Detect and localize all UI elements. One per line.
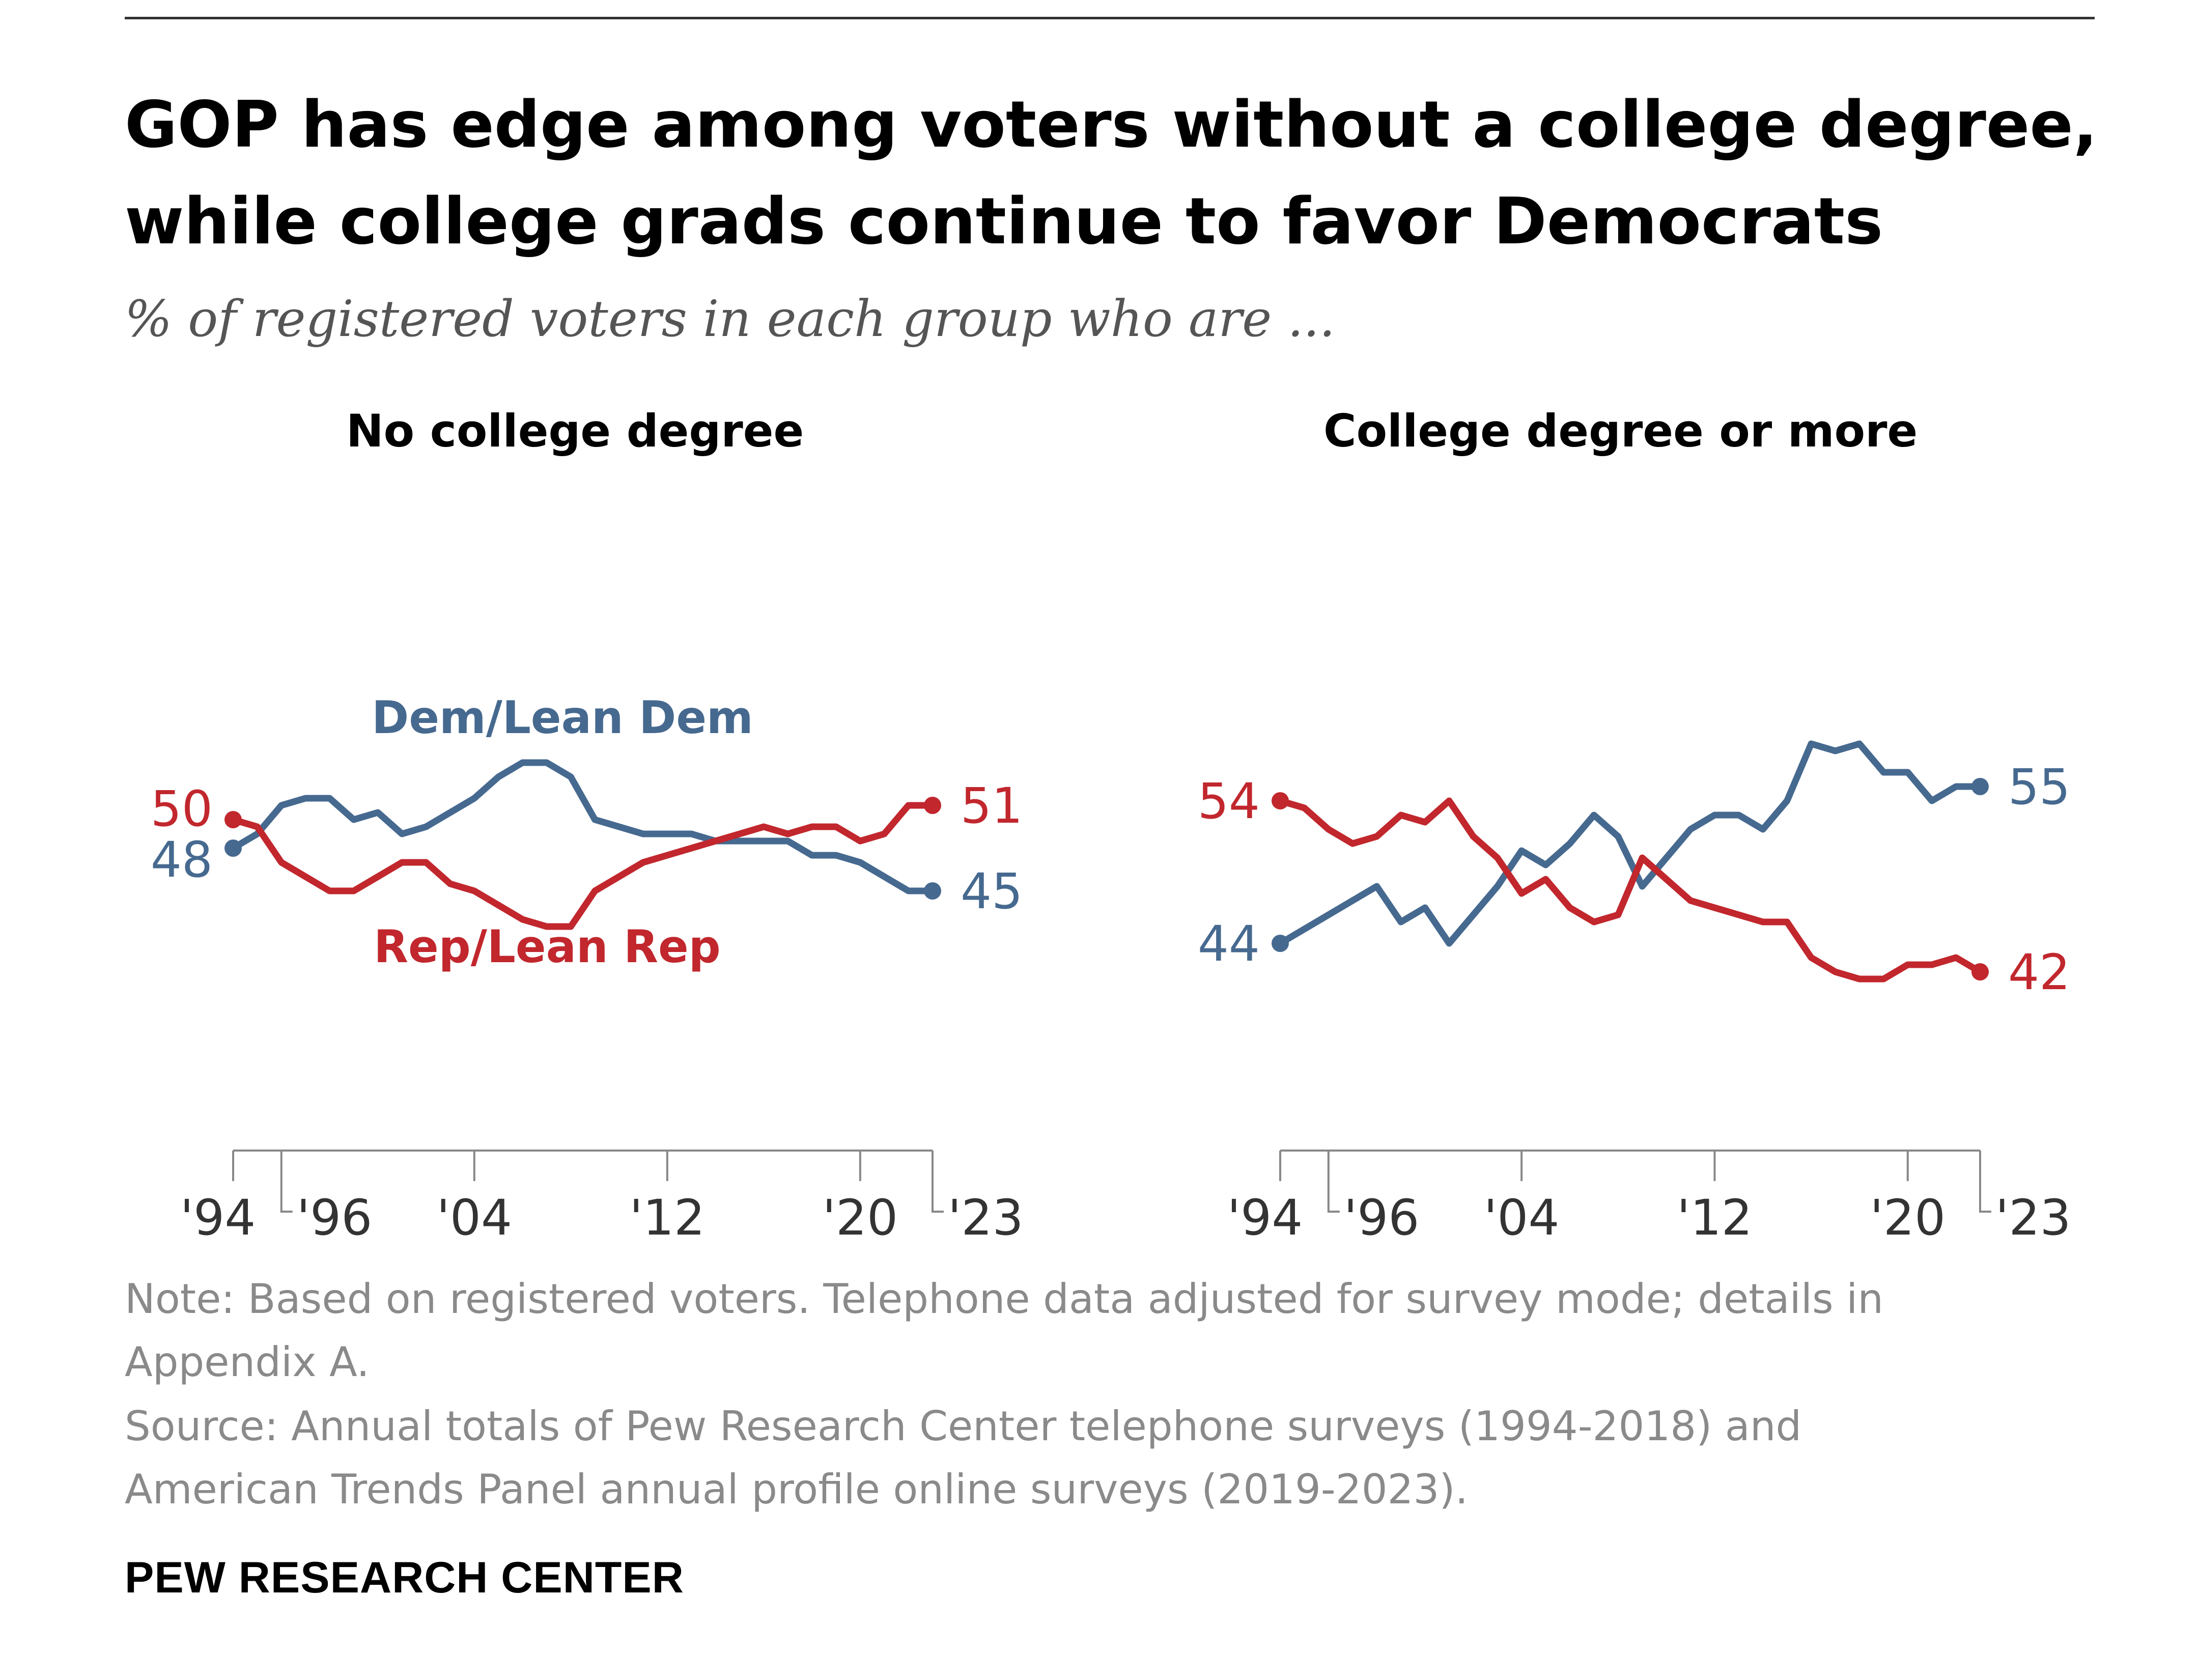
title-line-1: GOP has edge among voters without a coll…: [125, 87, 2098, 162]
x-tick-label: '04: [437, 1189, 513, 1246]
series-line-rep: [1277, 797, 1984, 983]
start-point-rep: [1272, 792, 1289, 809]
series-name-label-dem: Dem/Lean Dem: [372, 691, 753, 744]
x-tick-leader: [1327, 1181, 1340, 1213]
last-value-label-dem: 45: [961, 863, 1023, 920]
x-tick-label: '12: [630, 1189, 706, 1246]
end-point-rep: [924, 797, 941, 814]
series-name-label-rep: Rep/Lean Rep: [374, 920, 720, 973]
x-tick-label: '96: [1344, 1189, 1420, 1246]
chart-note: Note: Based on registered voters. Teleph…: [125, 1275, 1884, 1386]
x-tick-label: '20: [823, 1189, 898, 1246]
first-value-label-rep: 50: [151, 780, 213, 837]
x-tick-leader: [1979, 1181, 1991, 1213]
x-tick-label: '04: [1484, 1189, 1560, 1246]
panel-title-no-college: No college degree: [346, 405, 804, 457]
last-value-label-rep: 51: [961, 777, 1023, 834]
top-rule: [125, 17, 2095, 19]
x-tick-leader: [932, 1181, 944, 1213]
first-value-label-dem: 48: [151, 831, 213, 888]
x-tick-label: '12: [1677, 1189, 1753, 1246]
first-value-label-rep: 54: [1198, 773, 1260, 830]
title-line-2: while college grads continue to favor De…: [125, 184, 1883, 259]
series-line-rep: [230, 802, 936, 930]
pew-logo-text: PEW RESEARCH CENTER: [125, 1553, 684, 1602]
last-value-label-dem: 55: [2008, 759, 2070, 816]
x-tick-label: '94: [1227, 1189, 1303, 1246]
end-point-dem: [924, 882, 941, 900]
end-point-rep: [1971, 963, 1989, 981]
series-line-dem: [1277, 740, 1984, 947]
chart-subtitle: % of registered voters in each group who…: [125, 290, 1335, 348]
x-tick-label: '20: [1870, 1189, 1946, 1246]
x-tick-leader: [280, 1181, 293, 1213]
last-value-label-rep: 42: [2008, 944, 2070, 1001]
x-tick-label: '23: [1995, 1189, 2071, 1246]
start-point-dem: [1272, 935, 1289, 952]
end-point-dem: [1971, 778, 1989, 795]
panel-title-college: College degree or more: [1323, 405, 1918, 457]
x-tick-label: '23: [948, 1189, 1024, 1246]
panel-1: '94 '96 '04 '12 '20 '23 44 54 55 42: [1198, 740, 2071, 1246]
chart-source: Source: Annual totals of Pew Research Ce…: [125, 1403, 1802, 1513]
start-point-rep: [224, 811, 242, 828]
chart-title: GOP has edge among voters without a coll…: [125, 76, 2110, 270]
x-tick-label: '96: [297, 1189, 373, 1246]
series-line-dem: [230, 759, 936, 894]
first-value-label-dem: 44: [1198, 915, 1260, 972]
x-tick-label: '94: [180, 1189, 256, 1246]
start-point-dem: [224, 839, 242, 857]
